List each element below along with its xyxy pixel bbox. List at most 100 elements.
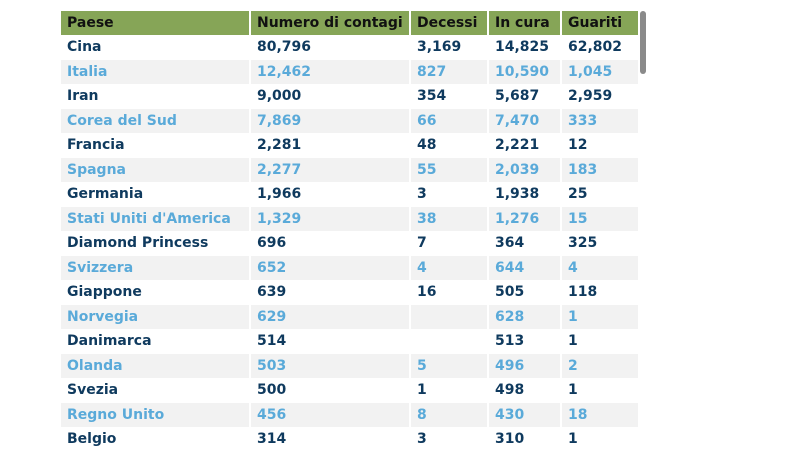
cell-deaths: 8	[410, 402, 489, 427]
cell-active: 10,590	[488, 59, 562, 84]
column-header-recovered[interactable]: Guariti	[561, 11, 638, 35]
cell-deaths: 7	[410, 231, 489, 256]
cell-cases: 639	[250, 280, 411, 305]
cell-cases: 314	[250, 427, 411, 450]
cell-recovered: 25	[561, 182, 638, 207]
cell-recovered: 4	[561, 255, 638, 280]
cell-recovered: 325	[561, 231, 638, 256]
cell-country: Danimarca	[61, 329, 251, 354]
cell-active: 7,470	[488, 108, 562, 133]
cell-cases: 12,462	[250, 59, 411, 84]
cell-deaths: 1	[410, 378, 489, 403]
cell-active: 14,825	[488, 35, 562, 60]
cell-country: Corea del Sud	[61, 108, 251, 133]
cell-cases: 696	[250, 231, 411, 256]
table-row: Stati Uniti d'America 1,329 38 1,276 15	[61, 206, 638, 231]
cell-deaths: 16	[410, 280, 489, 305]
cell-cases: 1,966	[250, 182, 411, 207]
scrollbar-thumb[interactable]	[640, 11, 646, 74]
table-row: Cina 80,796 3,169 14,825 62,802	[61, 35, 638, 60]
table-header-row: Paese Numero di contagi Decessi In cura …	[61, 11, 638, 35]
cell-deaths: 5	[410, 353, 489, 378]
cell-active: 1,938	[488, 182, 562, 207]
cell-recovered: 18	[561, 402, 638, 427]
cell-cases: 1,329	[250, 206, 411, 231]
table-row: Regno Unito 456 8 430 18	[61, 402, 638, 427]
cell-active: 1,276	[488, 206, 562, 231]
cell-recovered: 2	[561, 353, 638, 378]
cell-cases: 652	[250, 255, 411, 280]
cell-cases: 500	[250, 378, 411, 403]
cell-country: Iran	[61, 84, 251, 109]
cell-cases: 456	[250, 402, 411, 427]
column-header-active[interactable]: In cura	[488, 11, 562, 35]
table-row: Svezia 500 1 498 1	[61, 378, 638, 403]
cell-recovered: 333	[561, 108, 638, 133]
column-header-country[interactable]: Paese	[61, 11, 251, 35]
cell-country: Svezia	[61, 378, 251, 403]
cell-cases: 514	[250, 329, 411, 354]
table-row: Giappone 639 16 505 118	[61, 280, 638, 305]
cell-country: Stati Uniti d'America	[61, 206, 251, 231]
cell-deaths: 3	[410, 182, 489, 207]
cell-active: 310	[488, 427, 562, 450]
cell-country: Belgio	[61, 427, 251, 450]
cell-country: Cina	[61, 35, 251, 60]
table-row: Germania 1,966 3 1,938 25	[61, 182, 638, 207]
cell-recovered: 2,959	[561, 84, 638, 109]
cell-recovered: 1	[561, 304, 638, 329]
cell-deaths: 827	[410, 59, 489, 84]
cell-active: 498	[488, 378, 562, 403]
cell-deaths: 48	[410, 133, 489, 158]
table-row: Spagna 2,277 55 2,039 183	[61, 157, 638, 182]
cell-active: 644	[488, 255, 562, 280]
cell-cases: 2,281	[250, 133, 411, 158]
cell-recovered: 183	[561, 157, 638, 182]
vertical-scrollbar[interactable]	[640, 11, 648, 450]
cell-cases: 9,000	[250, 84, 411, 109]
table-row: Olanda 503 5 496 2	[61, 353, 638, 378]
cell-deaths: 66	[410, 108, 489, 133]
cell-country: Spagna	[61, 157, 251, 182]
cell-cases: 80,796	[250, 35, 411, 60]
cell-recovered: 1,045	[561, 59, 638, 84]
table-row: Belgio 314 3 310 1	[61, 427, 638, 450]
cell-country: Svizzera	[61, 255, 251, 280]
cell-cases: 503	[250, 353, 411, 378]
cell-recovered: 12	[561, 133, 638, 158]
column-header-cases[interactable]: Numero di contagi	[250, 11, 411, 35]
countries-table-container[interactable]: Paese Numero di contagi Decessi In cura …	[61, 11, 639, 450]
cell-country: Diamond Princess	[61, 231, 251, 256]
cell-active: 430	[488, 402, 562, 427]
cell-active: 2,221	[488, 133, 562, 158]
cell-cases: 2,277	[250, 157, 411, 182]
cell-recovered: 1	[561, 329, 638, 354]
cell-active: 628	[488, 304, 562, 329]
table-row: Italia 12,462 827 10,590 1,045	[61, 59, 638, 84]
table-row: Norvegia 629 628 1	[61, 304, 638, 329]
cell-deaths	[410, 329, 489, 354]
cell-country: Francia	[61, 133, 251, 158]
cell-cases: 629	[250, 304, 411, 329]
cell-recovered: 62,802	[561, 35, 638, 60]
cell-active: 505	[488, 280, 562, 305]
countries-table: Paese Numero di contagi Decessi In cura …	[61, 11, 638, 450]
cell-country: Giappone	[61, 280, 251, 305]
column-header-deaths[interactable]: Decessi	[410, 11, 489, 35]
cell-active: 5,687	[488, 84, 562, 109]
cell-deaths: 4	[410, 255, 489, 280]
table-row: Danimarca 514 513 1	[61, 329, 638, 354]
cell-deaths: 3,169	[410, 35, 489, 60]
table-row: Diamond Princess 696 7 364 325	[61, 231, 638, 256]
cell-deaths	[410, 304, 489, 329]
table-row: Corea del Sud 7,869 66 7,470 333	[61, 108, 638, 133]
cell-recovered: 1	[561, 378, 638, 403]
cell-active: 364	[488, 231, 562, 256]
cell-cases: 7,869	[250, 108, 411, 133]
cell-country: Regno Unito	[61, 402, 251, 427]
cell-recovered: 1	[561, 427, 638, 450]
cell-country: Germania	[61, 182, 251, 207]
cell-deaths: 55	[410, 157, 489, 182]
cell-deaths: 3	[410, 427, 489, 450]
cell-country: Italia	[61, 59, 251, 84]
